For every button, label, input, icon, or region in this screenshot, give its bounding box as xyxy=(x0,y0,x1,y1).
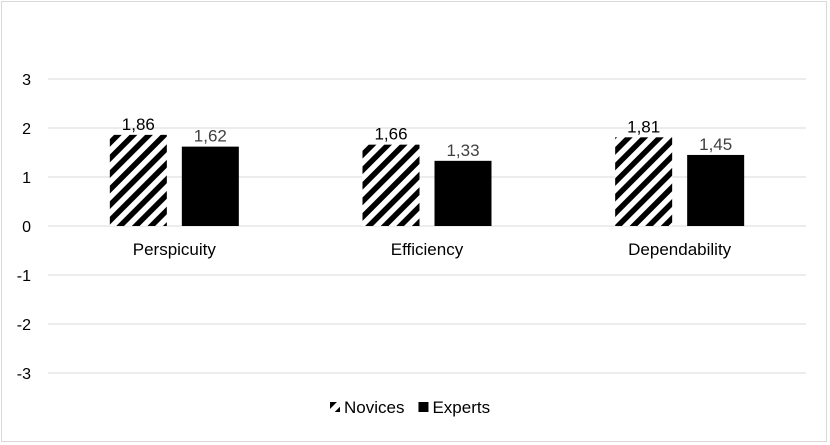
y-tick-label: 3 xyxy=(22,72,31,89)
data-label-novices-perspicuity: 1,86 xyxy=(122,115,155,134)
bar-novices-efficiency xyxy=(362,144,420,226)
legend-swatch-novices xyxy=(330,402,340,412)
bar-novices-perspicuity xyxy=(109,134,167,226)
legend-label-experts: Experts xyxy=(432,398,490,417)
y-axis-tick-labels: 3 2 1 0 -1 -2 -3 xyxy=(17,72,31,383)
y-tick-label: 2 xyxy=(22,121,31,138)
data-label-experts-efficiency: 1,33 xyxy=(446,141,479,160)
y-tick-label: -1 xyxy=(17,268,31,285)
bars xyxy=(109,134,745,226)
bar-experts-perspicuity xyxy=(181,146,239,226)
legend: Novices Experts xyxy=(330,398,490,417)
category-label-efficiency: Efficiency xyxy=(391,240,464,259)
y-tick-label: 1 xyxy=(22,170,31,187)
data-labels: 1,86 1,62 1,66 1,33 1,81 1,45 xyxy=(122,115,732,160)
bar-experts-dependability xyxy=(687,154,745,226)
data-label-novices-dependability: 1,81 xyxy=(627,117,660,136)
category-label-perspicuity: Perspicuity xyxy=(133,240,217,259)
y-tick-label: -2 xyxy=(17,317,31,334)
gridlines xyxy=(48,78,806,374)
bar-novices-dependability xyxy=(615,137,673,226)
data-label-novices-efficiency: 1,66 xyxy=(374,125,407,144)
y-tick-label: 0 xyxy=(22,219,31,236)
category-labels: Perspicuity Efficiency Dependability xyxy=(133,240,732,259)
data-label-experts-perspicuity: 1,62 xyxy=(194,127,227,146)
y-tick-label: -3 xyxy=(17,366,31,383)
legend-label-novices: Novices xyxy=(344,398,404,417)
category-label-dependability: Dependability xyxy=(628,240,732,259)
legend-swatch-experts xyxy=(418,402,429,412)
bar-experts-efficiency xyxy=(434,160,492,226)
data-label-experts-dependability: 1,45 xyxy=(699,135,732,154)
